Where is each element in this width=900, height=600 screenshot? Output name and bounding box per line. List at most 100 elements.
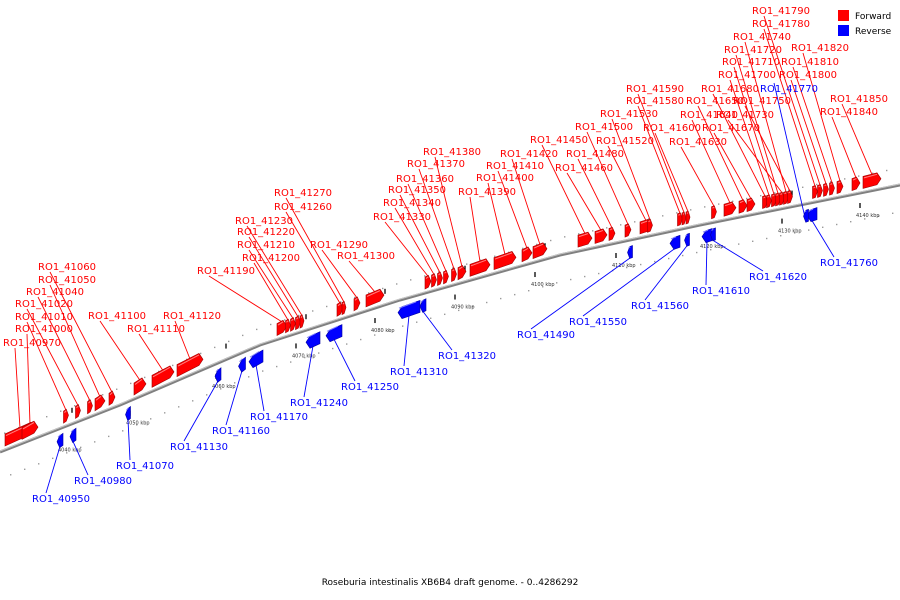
gene-arrow[interactable] (647, 218, 653, 233)
gene-arrow[interactable] (685, 210, 691, 225)
gene-label-ro1-41240[interactable]: RO1_41240 (290, 398, 348, 409)
gene-arrow[interactable] (305, 331, 321, 349)
gene-ro1-41270[interactable] (341, 300, 347, 316)
gene-arrow[interactable] (681, 211, 687, 226)
gene-label-ro1-41670[interactable]: RO1_41670 (702, 123, 760, 134)
gene-arrow[interactable] (341, 300, 347, 316)
gene-arrow[interactable] (214, 367, 222, 383)
gene-arrow[interactable] (299, 314, 305, 329)
gene-ro1-41780[interactable] (812, 185, 818, 199)
gene-label-ro1-41620[interactable]: RO1_41620 (749, 272, 807, 283)
gene-ro1-41380[interactable] (457, 265, 467, 281)
gene-label-ro1-41590[interactable]: RO1_41590 (626, 84, 684, 95)
gene-ro1-41350[interactable] (437, 271, 443, 287)
gene-label-ro1-41840[interactable]: RO1_41840 (820, 107, 878, 118)
gene-ro1-41810[interactable] (829, 181, 835, 196)
gene-arrow[interactable] (424, 274, 432, 290)
gene-label-ro1-41320[interactable]: RO1_41320 (438, 351, 496, 362)
gene-label-ro1-40950[interactable]: RO1_40950 (32, 494, 90, 505)
gene-label-ro1-41220[interactable]: RO1_41220 (237, 227, 295, 238)
gene-arrow[interactable] (829, 181, 835, 196)
gene-ro1-41340[interactable] (431, 273, 437, 288)
gene-arrow[interactable] (803, 208, 809, 223)
gene-label-ro1-41760[interactable]: RO1_41760 (820, 258, 878, 269)
gene-label-ro1-41490[interactable]: RO1_41490 (517, 330, 575, 341)
gene-arrow[interactable] (397, 299, 421, 319)
gene-arrow[interactable] (133, 377, 147, 396)
gene-label-ro1-41390[interactable]: RO1_41390 (458, 187, 516, 198)
gene-ro1-41790[interactable] (817, 184, 823, 198)
gene-ro1-41460[interactable] (594, 228, 608, 244)
gene-arrow[interactable] (677, 212, 683, 227)
gene-arrow[interactable] (766, 194, 772, 209)
gene-arrow[interactable] (295, 315, 301, 331)
gene-ro1-41240[interactable] (305, 331, 321, 349)
gene-arrow[interactable] (125, 405, 131, 422)
gene-ro1-41230[interactable] (299, 314, 305, 329)
gene-ro1-41630[interactable] (711, 205, 717, 220)
gene-ro1-41640[interactable] (723, 201, 737, 217)
gene-label-ro1-41790[interactable]: RO1_41790 (752, 6, 810, 17)
gene-label-ro1-41550[interactable]: RO1_41550 (569, 317, 627, 328)
gene-arrow[interactable] (290, 317, 296, 332)
gene-label-ro1-41110[interactable]: RO1_41110 (127, 324, 185, 335)
gene-ro1-41800[interactable] (823, 182, 829, 197)
gene-arrow[interactable] (493, 251, 517, 271)
gene-ro1-41260[interactable] (336, 301, 344, 317)
gene-ro1-41300[interactable] (365, 288, 385, 308)
gene-arrow[interactable] (238, 356, 246, 373)
gene-ro1-41530[interactable] (647, 218, 653, 233)
gene-arrow[interactable] (738, 199, 748, 214)
gene-label-ro1-41410[interactable]: RO1_41410 (486, 161, 544, 172)
gene-label-ro1-41850[interactable]: RO1_41850 (830, 94, 888, 105)
gene-label-ro1-41500[interactable]: RO1_41500 (575, 122, 633, 133)
gene-label-ro1-41700[interactable]: RO1_41700 (718, 70, 776, 81)
gene-label-ro1-41450[interactable]: RO1_41450 (530, 135, 588, 146)
gene-arrow[interactable] (325, 324, 343, 343)
gene-label-ro1-41360[interactable]: RO1_41360 (396, 174, 454, 185)
gene-ro1-41100[interactable] (133, 377, 147, 396)
gene-ro1-41700[interactable] (766, 194, 772, 209)
gene-ro1-41610[interactable] (701, 228, 713, 243)
gene-label-ro1-41600[interactable]: RO1_41600 (643, 123, 701, 134)
gene-label-ro1-41130[interactable]: RO1_41130 (170, 442, 228, 453)
gene-label-ro1-41070[interactable]: RO1_41070 (116, 461, 174, 472)
gene-label-ro1-41750[interactable]: RO1_41750 (733, 96, 791, 107)
gene-arrow[interactable] (787, 190, 793, 204)
gene-label-ro1-41480[interactable]: RO1_41480 (566, 149, 624, 160)
gene-ro1-41110[interactable] (151, 365, 175, 388)
gene-label-ro1-41200[interactable]: RO1_41200 (242, 253, 300, 264)
gene-ro1-41040[interactable] (87, 399, 93, 415)
gene-label-ro1-41730[interactable]: RO1_41730 (716, 110, 774, 121)
gene-ro1-41370[interactable] (451, 267, 457, 282)
gene-label-ro1-41380[interactable]: RO1_41380 (423, 147, 481, 158)
gene-label-ro1-41400[interactable]: RO1_41400 (476, 173, 534, 184)
gene-arrow[interactable] (823, 182, 829, 197)
gene-label-ro1-41630[interactable]: RO1_41630 (669, 137, 727, 148)
gene-ro1-41820[interactable] (836, 180, 844, 195)
gene-ro1-41160[interactable] (238, 356, 246, 373)
gene-label-ro1-41210[interactable]: RO1_41210 (237, 240, 295, 251)
gene-arrow[interactable] (431, 273, 437, 288)
gene-ro1-40950[interactable] (56, 432, 64, 449)
gene-label-ro1-40980[interactable]: RO1_40980 (74, 476, 132, 487)
gene-arrow[interactable] (285, 318, 291, 334)
gene-label-ro1-41720[interactable]: RO1_41720 (724, 45, 782, 56)
gene-ro1-41550[interactable] (669, 234, 681, 250)
gene-label-ro1-41580[interactable]: RO1_41580 (626, 96, 684, 107)
gene-label-ro1-41120[interactable]: RO1_41120 (163, 311, 221, 322)
gene-arrow[interactable] (711, 205, 717, 220)
gene-label-ro1-41740[interactable]: RO1_41740 (733, 32, 791, 43)
gene-ro1-41330[interactable] (424, 274, 432, 290)
gene-label-ro1-41560[interactable]: RO1_41560 (631, 301, 689, 312)
gene-label-ro1-41010[interactable]: RO1_41010 (15, 312, 73, 323)
gene-arrow[interactable] (701, 228, 713, 243)
gene-ro1-41390[interactable] (469, 258, 491, 277)
gene-arrow[interactable] (437, 271, 443, 287)
gene-label-ro1-41460[interactable]: RO1_41460 (555, 163, 613, 174)
gene-label-ro1-41050[interactable]: RO1_41050 (38, 275, 96, 286)
gene-arrow[interactable] (21, 420, 39, 440)
gene-arrow[interactable] (69, 427, 77, 444)
gene-label-ro1-41650[interactable]: RO1_41650 (686, 96, 744, 107)
gene-ro1-41250[interactable] (325, 324, 343, 343)
